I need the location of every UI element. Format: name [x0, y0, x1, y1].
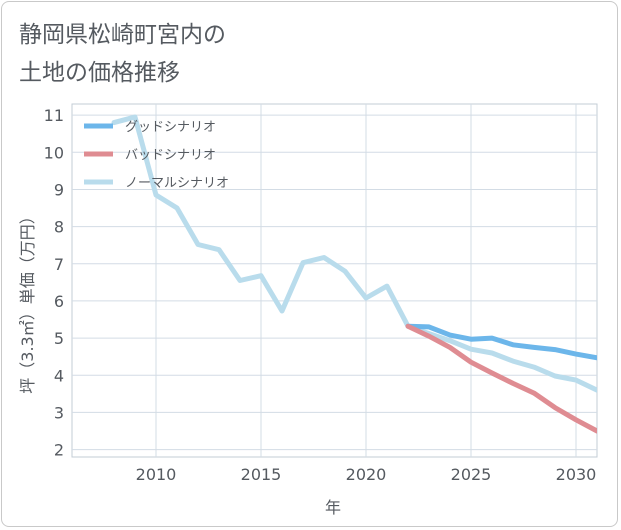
x-tick-label: 2020	[346, 465, 387, 484]
x-axis-label: 年	[325, 498, 341, 517]
chart-title: 静岡県松崎町宮内の 土地の価格推移	[19, 22, 226, 86]
y-tick-label: 11	[44, 106, 64, 125]
y-tick-label: 5	[54, 329, 64, 348]
y-tick-label: 9	[54, 180, 64, 199]
series-lines	[111, 114, 597, 434]
y-tick-label: 6	[54, 292, 64, 311]
series-line	[111, 114, 597, 393]
x-tick-label: 2030	[556, 465, 597, 484]
legend-label: バッドシナリオ	[125, 148, 216, 163]
x-axis-ticks: 2010 2015 2020 2025 2030	[136, 465, 597, 484]
plot-frame	[71, 103, 598, 458]
grid-lines	[71, 103, 598, 458]
x-tick-label: 2025	[451, 465, 492, 484]
y-axis-ticks: 2 3 4 5 6 7 8 9 10 11	[44, 106, 64, 459]
y-tick-label: 8	[54, 218, 64, 237]
series-line	[405, 323, 597, 361]
legend-label: ノーマルシナリオ	[125, 176, 229, 191]
y-tick-label: 3	[54, 403, 64, 422]
x-tick-label: 2010	[136, 465, 177, 484]
y-tick-label: 2	[54, 441, 64, 460]
y-tick-label: 10	[44, 143, 64, 162]
series-line	[405, 323, 597, 434]
y-axis-label: 坪（3.3㎡）単価（万円）	[18, 208, 37, 393]
y-tick-label: 4	[54, 366, 64, 385]
x-tick-label: 2015	[241, 465, 282, 484]
legend-label: グッドシナリオ	[125, 120, 216, 135]
y-tick-label: 7	[54, 255, 64, 274]
